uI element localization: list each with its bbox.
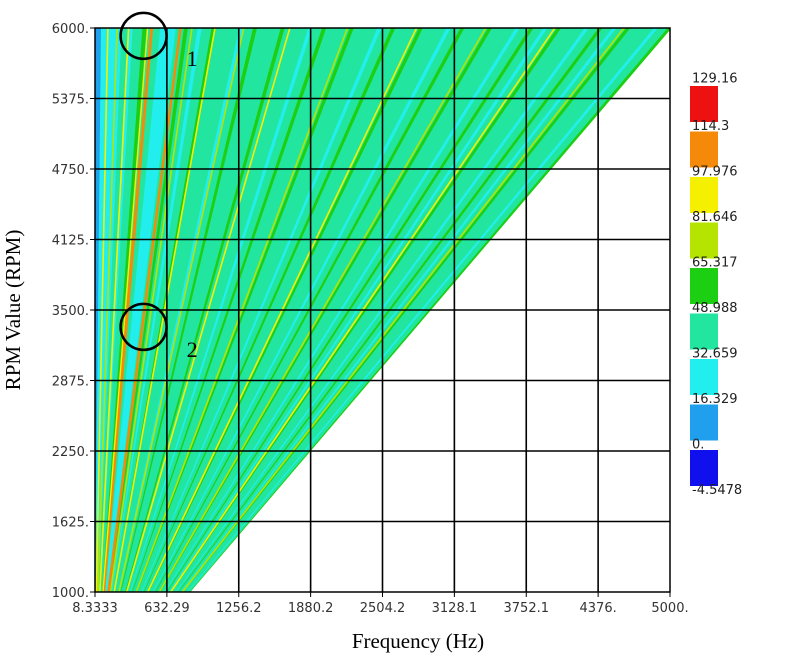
- legend-label: 129.16: [692, 72, 738, 87]
- x-tick-label: 5000.: [651, 601, 688, 616]
- grid: [95, 28, 670, 592]
- annotation-circle: [119, 11, 168, 61]
- y-tick-label: 2250.: [52, 445, 89, 460]
- legend-swatch: [690, 177, 718, 213]
- x-tick-label: 8.3333: [72, 601, 118, 616]
- y-tick-label: 3500.: [52, 304, 89, 319]
- annotation-circle: [119, 302, 168, 352]
- y-tick-label: 6000.: [52, 22, 89, 37]
- order-band: [95, 28, 99, 543]
- x-tick-label: 1880.2: [288, 601, 334, 616]
- legend-swatch: [690, 313, 718, 350]
- legend-swatch: [690, 404, 718, 441]
- x-tick-label: 1256.2: [216, 601, 262, 616]
- x-axis-title: Frequency (Hz): [352, 629, 484, 653]
- y-tick-label: 1625.: [52, 516, 89, 531]
- legend-label: 32.659: [692, 347, 738, 362]
- legend-label: 48.988: [692, 301, 738, 316]
- y-tick-label: 1000.: [52, 586, 89, 601]
- y-tick-label: 4125.: [52, 234, 89, 249]
- x-tick-label: 2504.2: [360, 601, 406, 616]
- legend-label: 0.: [692, 438, 704, 453]
- legend-swatch: [690, 131, 718, 168]
- legend-swatch: [690, 86, 718, 122]
- legend-label: 81.646: [692, 210, 738, 225]
- y-axis-title: RPM Value (RPM): [1, 230, 25, 391]
- legend-swatch: [690, 268, 718, 304]
- annotations: 12: [119, 11, 198, 362]
- color-legend: 129.16 114.3 97.976 81.646 65.317 48.988 32.65…: [690, 72, 742, 498]
- legend-label: 16.329: [692, 392, 738, 407]
- legend-label: 97.976: [692, 165, 738, 180]
- legend-label: 65.317: [692, 256, 738, 271]
- y-axis-ticks: 1000. 1625. 2250. 2875. 3500. 4125. 4750. 5375.…: [52, 22, 95, 601]
- y-tick-label: 2875.: [52, 375, 89, 390]
- x-tick-label: 3752.1: [504, 601, 550, 616]
- x-tick-label: 632.29: [144, 601, 190, 616]
- legend-swatch: [690, 450, 718, 486]
- annotation-label: 2: [187, 337, 198, 362]
- annotation-label: 1: [187, 46, 198, 71]
- legend-swatch: [690, 222, 718, 259]
- y-tick-label: 4750.: [52, 163, 89, 178]
- legend-swatch: [690, 359, 718, 395]
- x-axis-ticks: 8.3333 632.29 1256.2 1880.2 2504.2 3128.1 3752…: [72, 592, 689, 616]
- legend-label: -4.5478: [692, 483, 742, 498]
- x-tick-label: 4376.: [580, 601, 617, 616]
- x-tick-label: 3128.1: [432, 601, 478, 616]
- y-tick-label: 5375.: [52, 93, 89, 108]
- legend-label: 114.3: [692, 119, 729, 134]
